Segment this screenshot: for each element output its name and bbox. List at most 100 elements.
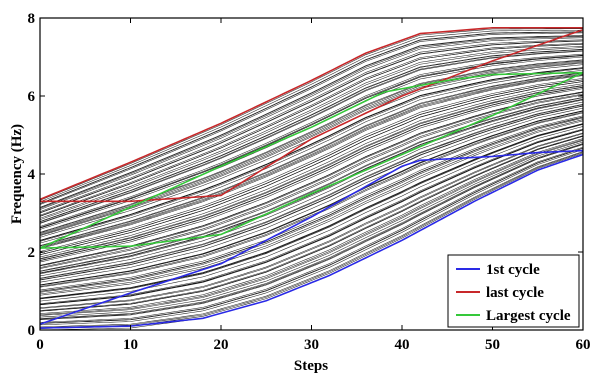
y-axis-label: Frequency (Hz): [9, 124, 25, 224]
series-2-curve-0: [39, 71, 584, 249]
x-tick-label: 20: [214, 337, 229, 353]
cycle-curve: [39, 124, 584, 300]
y-tick-label: 6: [28, 89, 36, 105]
legend-label: last cycle: [486, 285, 544, 301]
cycle-curve: [39, 69, 584, 244]
cycle-curve: [39, 117, 584, 293]
cycle-curve: [39, 143, 584, 319]
legend-label: 1st cycle: [486, 262, 540, 278]
cycle-curve: [39, 151, 584, 328]
cycle-curve: [39, 72, 584, 247]
cycle-curve: [39, 139, 584, 315]
cycle-curve: [39, 59, 584, 233]
cycle-curve: [39, 110, 584, 286]
cycle-curve: [39, 40, 584, 213]
cycle-curve: [39, 79, 584, 254]
legend: 1st cycle last cycle Largest cycle: [447, 254, 580, 328]
legend-label: Largest cycle: [486, 308, 571, 324]
x-axis-label: Steps: [294, 358, 328, 373]
cycle-curve: [39, 72, 584, 246]
cycle-curve: [39, 140, 584, 316]
cycle-curve: [39, 81, 584, 256]
cycle-curve: [39, 120, 584, 296]
cycle-curve: [39, 129, 584, 305]
cycle-curve: [39, 60, 584, 234]
cycle-curve: [39, 32, 584, 205]
cycle-curve: [39, 35, 584, 208]
cycle-curve: [39, 101, 584, 277]
cycle-curve: [39, 85, 584, 260]
series-1-curve-0: [39, 26, 583, 201]
cycle-curve: [39, 73, 584, 248]
cycle-curve: [39, 119, 584, 295]
cycle-curve: [39, 74, 584, 249]
cycle-curve: [39, 28, 584, 201]
x-tick-label: 60: [576, 337, 591, 353]
cycle-curve: [39, 129, 584, 305]
series-2-curve-1: [39, 71, 584, 249]
cycle-curve: [39, 61, 584, 235]
cycle-curve: [39, 111, 584, 287]
cycle-curve: [39, 36, 584, 209]
x-tick-label: 30: [304, 337, 319, 353]
cycle-curve: [39, 45, 584, 219]
cycle-curve: [39, 93, 584, 268]
series-1-curve-1: [40, 28, 584, 203]
cycle-curve: [39, 88, 584, 263]
cycle-curve: [39, 83, 584, 258]
cycle-curve: [39, 123, 584, 299]
cycle-curve: [39, 105, 584, 281]
cycle-curve: [39, 50, 584, 224]
y-tick-label: 0: [28, 323, 36, 339]
cycle-curve: [39, 141, 584, 318]
cycle-curve: [39, 138, 584, 314]
cycle-curve: [39, 144, 584, 320]
cycle-curve: [39, 68, 584, 242]
cycle-curve: [39, 147, 584, 324]
cycle-curve: [39, 53, 584, 227]
cycle-curve: [39, 49, 584, 223]
cycle-curve: [39, 67, 584, 241]
y-tick-label: 2: [28, 245, 36, 261]
cycle-curve: [39, 129, 584, 306]
y-tick-label: 8: [28, 11, 36, 27]
cycle-curve: [39, 48, 584, 222]
cycle-curve: [39, 50, 584, 224]
cycle-curve: [39, 97, 584, 272]
cycle-curve: [39, 123, 584, 299]
cycle-curve: [39, 75, 584, 249]
cycle-curve: [39, 136, 584, 312]
highlight-curves: [39, 26, 584, 329]
cycle-curve: [39, 116, 584, 292]
cycle-curve: [39, 146, 584, 323]
cycle-curve: [39, 92, 584, 267]
x-tick-label: 40: [395, 337, 410, 353]
cycle-curve: [39, 47, 584, 220]
x-tick-label: 50: [485, 337, 500, 353]
cycle-curve: [39, 123, 584, 299]
cycle-curve: [39, 87, 584, 262]
cycle-curve: [39, 105, 584, 281]
cycle-curve: [39, 103, 584, 279]
cycle-curve: [39, 35, 584, 208]
x-tick-label: 10: [123, 337, 138, 353]
cycle-curve: [39, 133, 584, 309]
cycle-curve: [39, 107, 584, 283]
cycle-curve: [39, 99, 584, 275]
cycle-curve: [39, 110, 584, 286]
cycle-curve: [39, 149, 584, 326]
series-0-curve-1: [39, 149, 584, 325]
cycle-curve: [39, 67, 584, 241]
cycle-curve: [39, 104, 584, 279]
cycle-curve: [39, 39, 584, 212]
cycle-curve: [39, 42, 584, 216]
cycle-curve: [39, 132, 584, 309]
cycle-curve: [39, 86, 584, 261]
cycle-curve: [39, 43, 584, 217]
x-tick-label: 0: [36, 337, 44, 353]
cycle-curve: [39, 31, 584, 205]
cycle-curve: [39, 147, 584, 324]
cycle-curve: [39, 78, 584, 252]
cycle-curve: [39, 37, 584, 210]
